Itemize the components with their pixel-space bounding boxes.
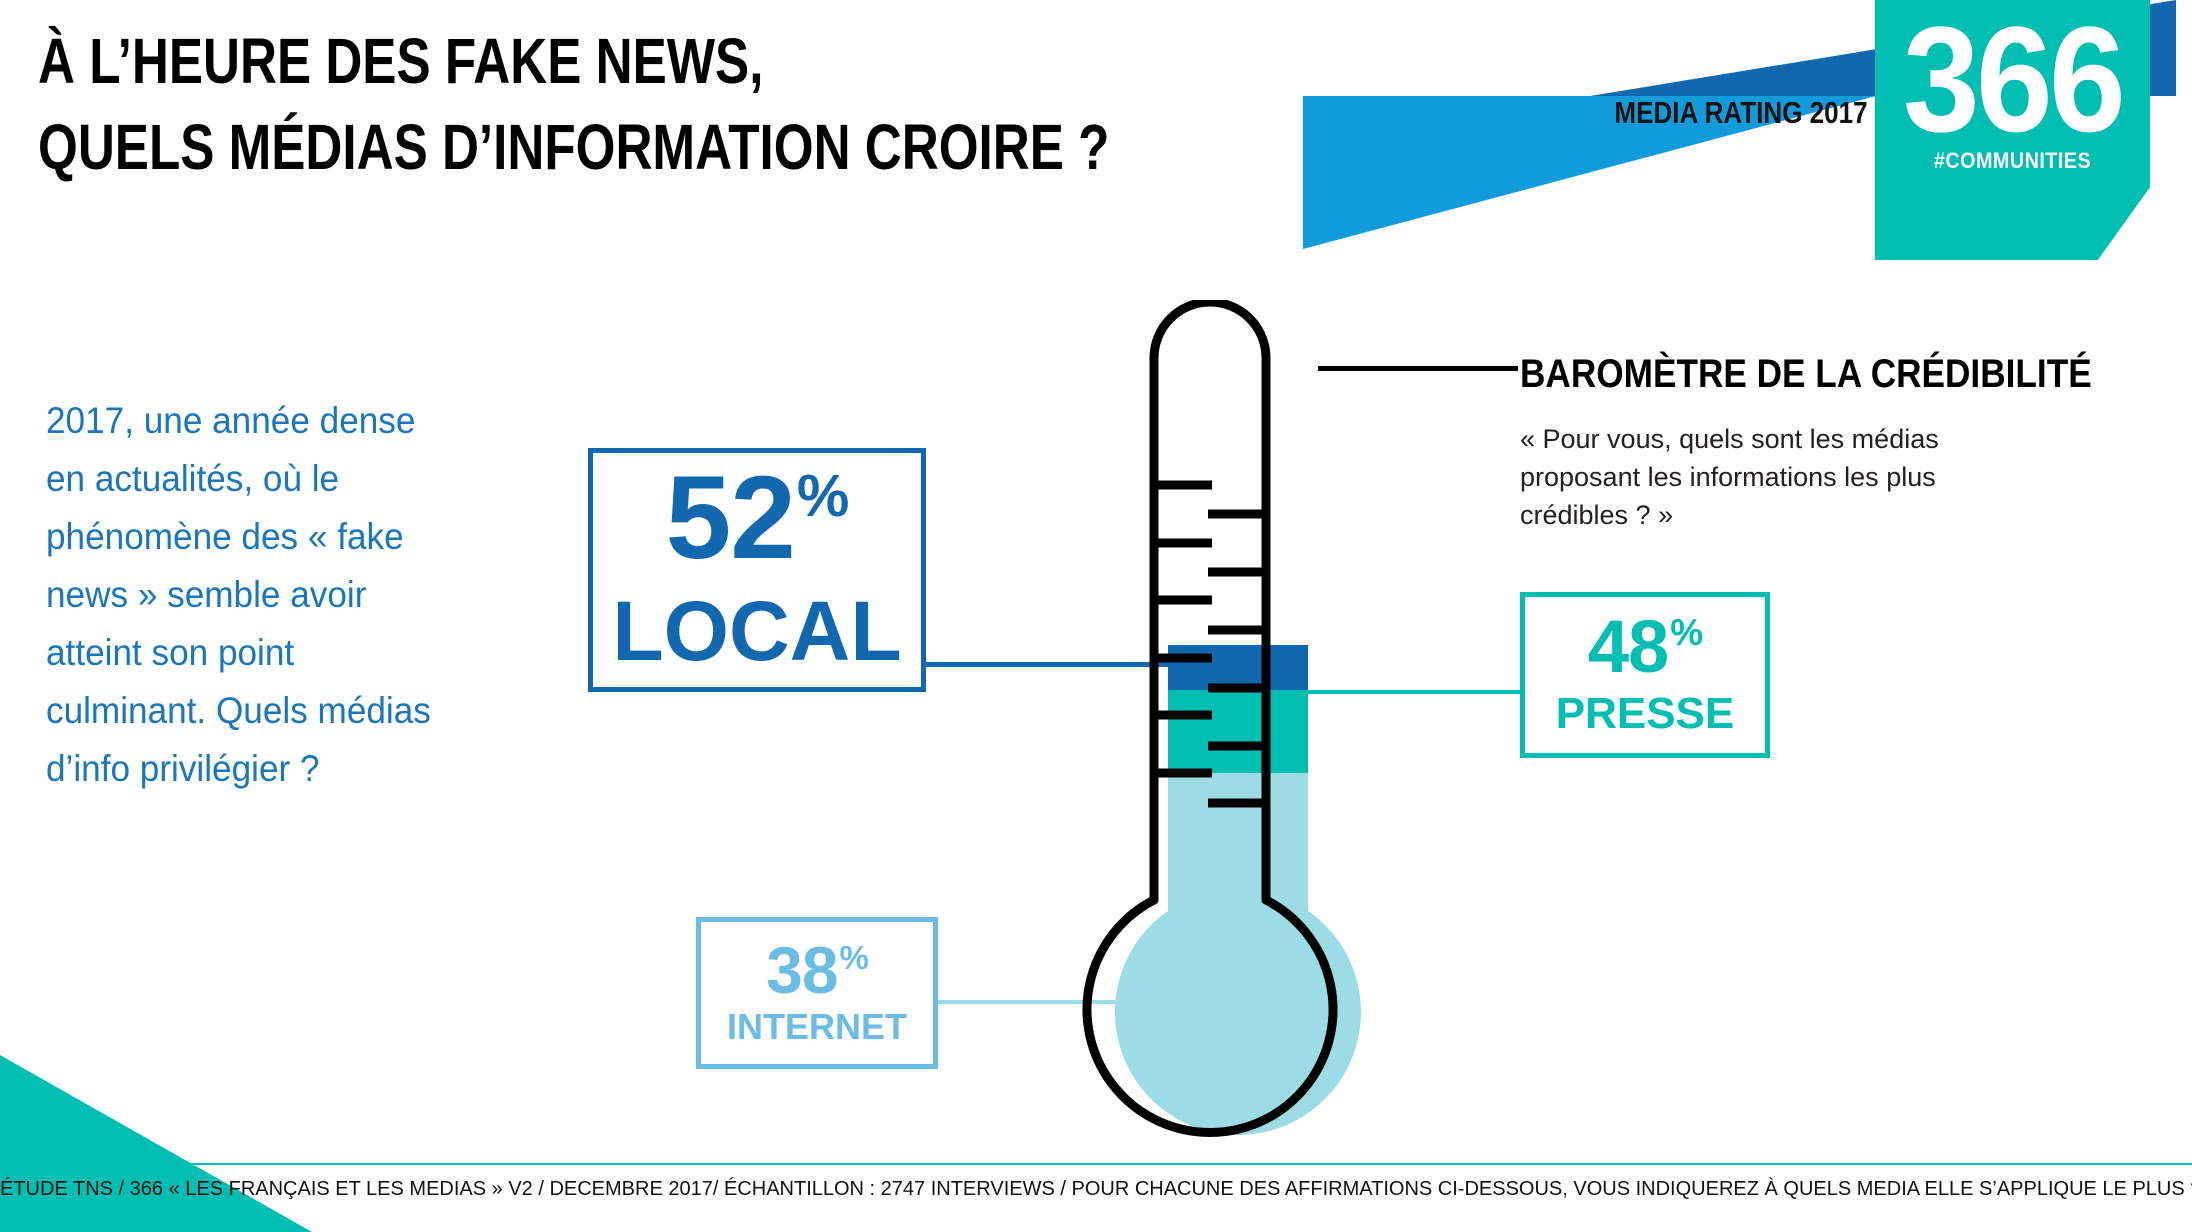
logo-tagline: #COMMUNITIES <box>1933 148 2092 173</box>
callout-local: 52% LOCAL <box>588 448 926 692</box>
logo-teal-block <box>1875 0 2150 260</box>
decorative-triangle-bottom-left <box>0 1055 312 1232</box>
thermometer-ticks <box>1154 480 1266 808</box>
connector-line-internet <box>934 1000 1124 1004</box>
callout-internet-label: INTERNET <box>727 1006 907 1048</box>
connector-line-local <box>922 662 1232 667</box>
logo-number: 366 <box>1902 0 2126 163</box>
brand-logo-zone: 366 #COMMUNITIES MEDIA RATING 2017 <box>1300 0 2192 260</box>
thermometer-svg <box>1082 297 1361 1138</box>
thermometer-outline <box>1082 297 1338 1138</box>
page-title: À L’HEURE DES FAKE NEWS, QUELS MÉDIAS D’… <box>38 18 1298 190</box>
barometer-question: « Pour vous, quels sont les médias propo… <box>1520 424 1939 530</box>
connector-line-barometer <box>1318 366 1518 371</box>
thermometer-fill-presse <box>1168 688 1308 773</box>
callout-presse-value: 48 <box>1587 605 1669 689</box>
title-line-1: À L’HEURE DES FAKE NEWS, <box>38 25 764 97</box>
percent-icon: % <box>1670 612 1703 654</box>
intro-paragraph: 2017, une année dense en actualités, où … <box>46 400 431 789</box>
footer-divider <box>0 1163 2192 1165</box>
callout-presse-value-row: 48% <box>1587 605 1703 689</box>
media-rating-label: MEDIA RATING 2017 <box>1614 95 1868 130</box>
callout-internet: 38% INTERNET <box>696 917 938 1069</box>
callout-presse: 48% PRESSE <box>1520 592 1770 758</box>
connector-line-presse <box>1276 690 1524 694</box>
thermometer-chart <box>1080 297 1440 1180</box>
footer-source-note: ÉTUDE TNS / 366 « LES FRANÇAIS ET LES ME… <box>0 1178 2192 1200</box>
percent-icon: % <box>839 938 869 976</box>
callout-internet-value: 38 <box>766 932 838 1007</box>
thermometer-fill-local <box>1168 645 1308 690</box>
title-line-2: QUELS MÉDIAS D’INFORMATION CROIRE ? <box>38 111 1110 183</box>
barometer-heading: BAROMÈTRE DE LA CRÉDIBILITÉ <box>1520 352 2092 396</box>
percent-icon: % <box>796 463 849 530</box>
callout-local-label: LOCAL <box>612 583 902 678</box>
callout-local-value: 52 <box>665 452 796 585</box>
callout-internet-value-row: 38% <box>766 932 869 1007</box>
callout-local-value-row: 52% <box>665 452 850 585</box>
callout-presse-label: PRESSE <box>1555 688 1735 738</box>
thermometer-fill-internet <box>1168 770 1308 1030</box>
